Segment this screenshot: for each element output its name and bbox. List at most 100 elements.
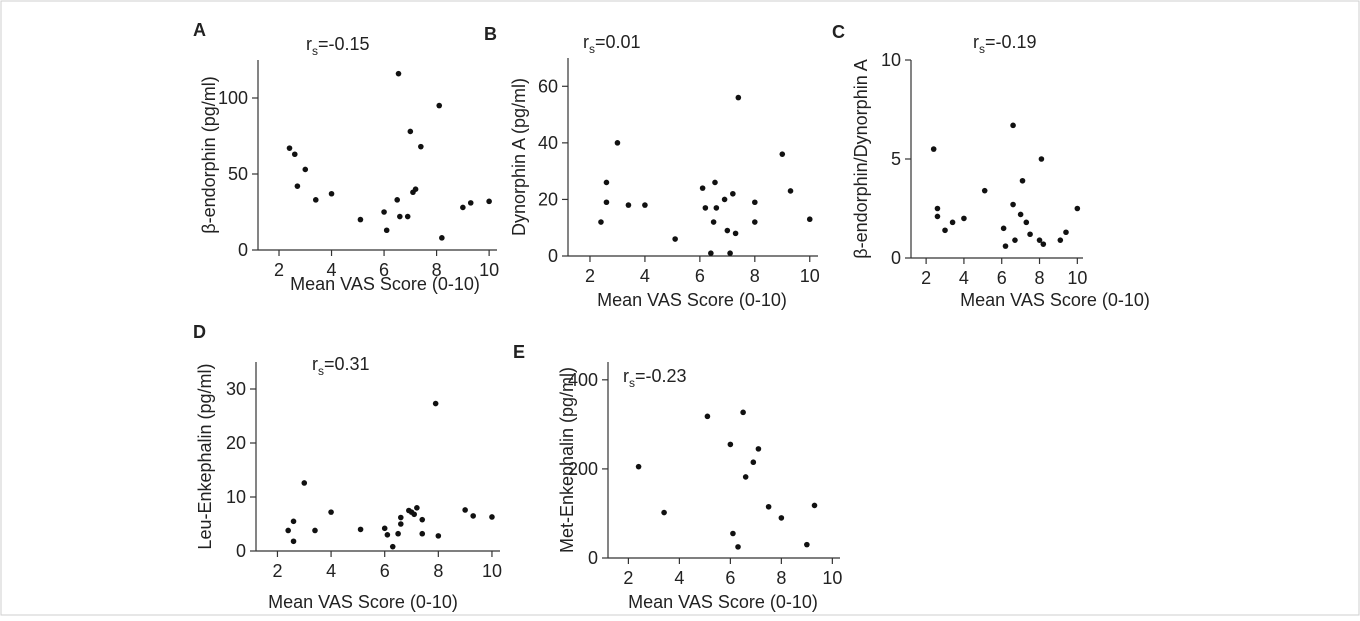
panel-d-y-tick-label: 0	[236, 541, 246, 561]
panel-d-data-point	[462, 507, 468, 513]
panel-b-data-point	[614, 140, 621, 146]
panel-e: Ers=-0.23 2 4 6 8 10 0 200 400 Mean VAS Score (0-…	[513, 342, 842, 612]
panel-b-letter: B	[484, 24, 497, 44]
panel-c-y-tick-label: 0	[891, 248, 901, 268]
panel-d: Drs=0.31 2 4 6 8 10 0 10 20 30 Mean VAS Score (0-1…	[193, 322, 502, 612]
panel-d-data-point	[357, 526, 364, 533]
panel-a-data-point	[383, 227, 390, 234]
panel-c-data-point	[1038, 156, 1045, 162]
panel-c-y-tick-label: 5	[891, 149, 901, 169]
panel-b-rs-annotation: rs=0.01	[583, 32, 641, 56]
panel-b-data-point	[713, 205, 720, 211]
panel-d-data-point	[489, 514, 495, 520]
panel-b-data-point	[806, 216, 813, 223]
panel-a-data-point	[302, 166, 309, 173]
panel-c-letter: C	[832, 22, 845, 42]
panel-c-x-axis-title: Mean VAS Score (0-10)	[960, 290, 1150, 310]
panel-a-data-point	[294, 183, 301, 189]
panel-c-data-point	[981, 187, 988, 194]
panel-e-x-tick-label: 4	[674, 568, 684, 588]
panel-e-x-tick-label: 8	[776, 568, 786, 588]
panel-e-data-point	[742, 474, 749, 480]
panel-a-y-axis-title: β-endorphin (pg/ml)	[199, 76, 219, 233]
panel-d-data-point	[470, 513, 476, 519]
panel-c-x-tick-label: 6	[997, 268, 1007, 288]
panel-b-x-tick-label: 4	[640, 266, 650, 286]
panel-a-data-point	[407, 128, 414, 135]
panel-c-x-tick-label: 8	[1035, 268, 1045, 288]
panel-e-x-axis-title: Mean VAS Score (0-10)	[628, 592, 818, 612]
panel-a-data-point	[394, 197, 400, 203]
panel-b-y-tick-label: 60	[538, 76, 558, 96]
panel-e-data-point	[740, 409, 746, 416]
panel-a-letter: A	[193, 20, 206, 40]
panel-e-y-axis-title: Met-Enkephalin (pg/ml)	[557, 367, 577, 553]
panel-c-x-tick-label: 10	[1067, 268, 1087, 288]
panel-e-x-tick-label: 10	[822, 568, 842, 588]
panel-d-x-tick-label: 10	[482, 561, 502, 581]
panel-d-data-point	[435, 533, 442, 539]
panel-c-data-point	[949, 219, 956, 226]
panel-c-y-tick-label: 10	[881, 50, 901, 70]
panel-e-x-tick-label: 2	[623, 568, 633, 588]
panel-d-data-point	[389, 543, 396, 550]
panel-b-data-point	[730, 190, 736, 197]
panel-d-y-axis-title: Leu-Enkephalin (pg/ml)	[195, 363, 215, 549]
panel-b-data-point	[642, 202, 648, 208]
panel-d-data-point	[397, 514, 404, 521]
panel-a-data-point	[460, 204, 466, 211]
panel-a-data-point	[312, 197, 319, 203]
panel-a-data-point	[286, 145, 293, 151]
panel-b-data-point	[727, 250, 733, 256]
panel-d-data-point	[312, 527, 318, 534]
panel-b-x-tick-label: 6	[695, 266, 705, 286]
panel-e-data-point	[730, 530, 736, 537]
panel-a-rs-annotation: rs=-0.15	[306, 34, 370, 58]
panel-b-data-point	[721, 196, 728, 203]
panel-a-y-tick-label: 100	[218, 88, 248, 108]
panel-a-data-point	[395, 70, 402, 77]
panel-e-y-tick-label: 0	[588, 548, 598, 568]
panel-e-data-point	[635, 463, 642, 470]
panel-d-data-point	[290, 538, 297, 545]
panel-a-data-point	[328, 190, 335, 197]
panel-b-x-tick-label: 10	[800, 266, 820, 286]
panel-c-data-point	[1000, 225, 1007, 232]
panel-c-data-point	[1027, 231, 1033, 238]
panel-d-data-point	[384, 532, 391, 538]
panel-b-y-tick-label: 40	[538, 133, 558, 153]
panel-a-data-point	[436, 102, 443, 109]
panel-b-data-point	[787, 188, 794, 194]
panel-a-x-tick-label: 4	[327, 260, 337, 280]
panel-c-data-point	[1057, 237, 1064, 243]
panel-b-y-axis-title: Dynorphin A (pg/ml)	[509, 78, 529, 236]
panel-a-data-point	[418, 143, 424, 150]
panel-e-y-tick-label: 400	[568, 370, 598, 390]
panel-a-x-tick-label: 6	[379, 260, 389, 280]
panel-b-data-point	[702, 205, 709, 211]
panel-b-data-point	[752, 199, 758, 206]
panel-e-data-point	[661, 509, 667, 516]
panel-d-rs-annotation: rs=0.31	[312, 354, 370, 378]
panel-d-data-point	[285, 527, 291, 534]
panel-b-y-tick-label: 0	[548, 246, 558, 266]
panel-b-data-point	[699, 185, 706, 191]
panel-b-data-point	[779, 151, 786, 157]
panel-c-data-point	[934, 213, 941, 220]
panel-d-data-point	[432, 400, 439, 407]
panel-d-data-point	[411, 511, 417, 518]
panel-c-data-point	[942, 227, 948, 234]
panel-e-data-point	[778, 515, 785, 521]
panel-d-data-point	[301, 480, 308, 486]
panel-b-data-point	[710, 219, 717, 225]
panel-d-x-tick-label: 8	[433, 561, 443, 581]
panel-d-y-tick-label: 10	[226, 487, 246, 507]
panel-b-data-point	[625, 202, 632, 208]
panel-d-data-point	[290, 518, 297, 525]
panel-b-x-tick-label: 8	[750, 266, 760, 286]
panel-c-data-point	[1017, 211, 1024, 218]
